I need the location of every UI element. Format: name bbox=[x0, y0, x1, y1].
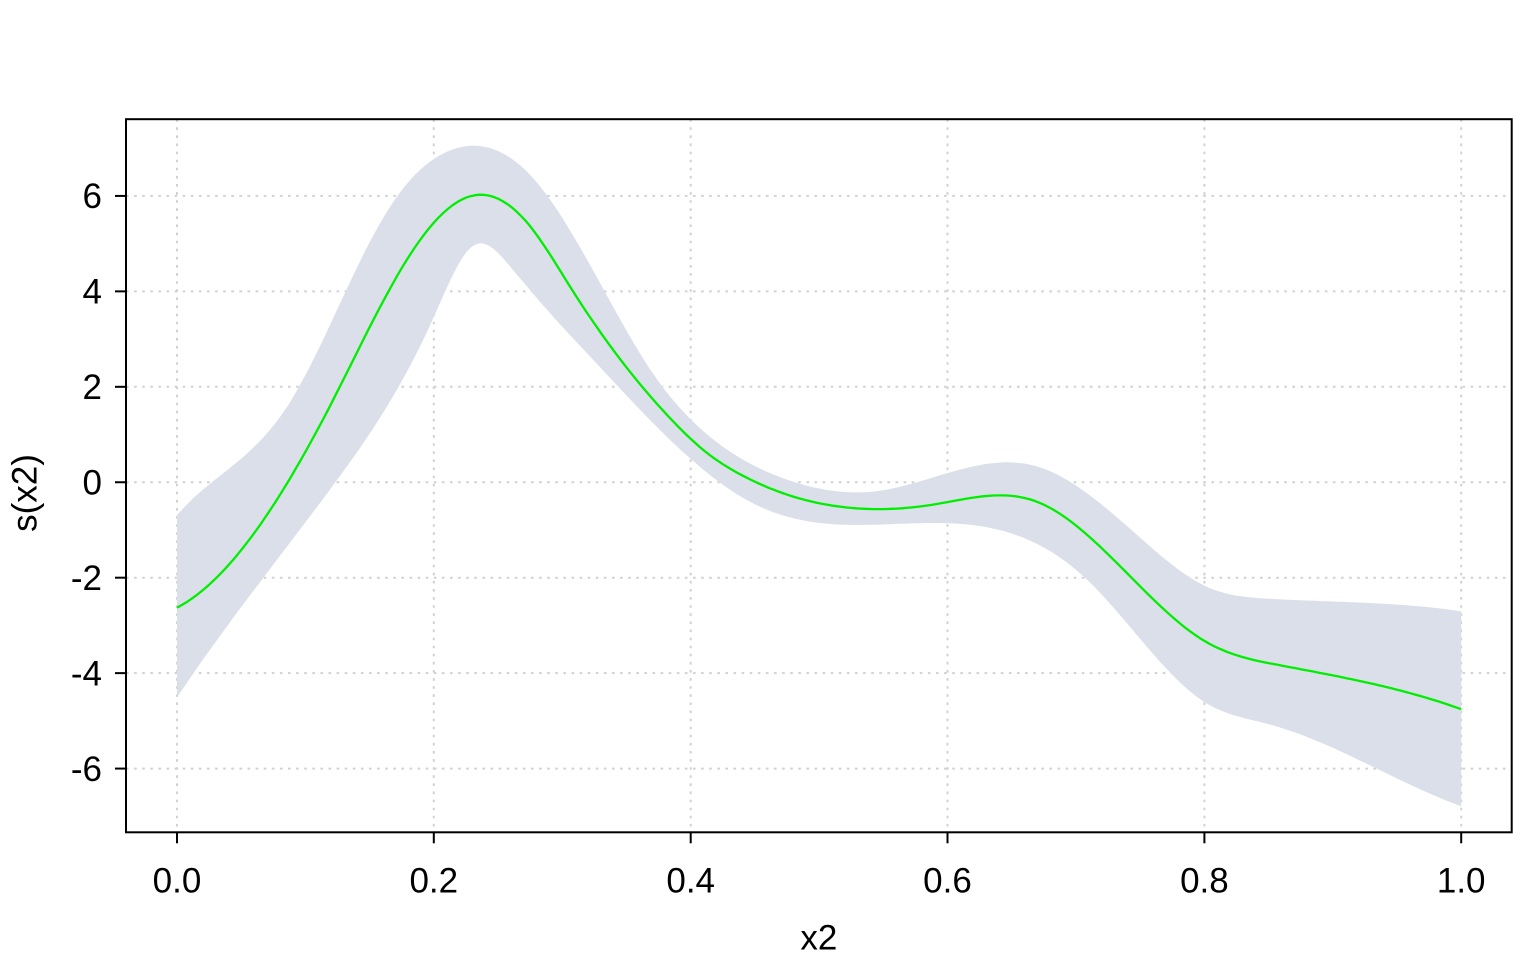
svg-text:s(x2): s(x2) bbox=[6, 454, 45, 532]
svg-text:0.8: 0.8 bbox=[1180, 862, 1229, 901]
svg-text:x2: x2 bbox=[800, 919, 837, 958]
svg-text:0.2: 0.2 bbox=[409, 862, 458, 901]
svg-text:-2: -2 bbox=[71, 559, 102, 598]
svg-text:0.0: 0.0 bbox=[153, 862, 202, 901]
svg-text:-4: -4 bbox=[71, 654, 102, 693]
svg-text:2: 2 bbox=[83, 368, 102, 407]
svg-text:-6: -6 bbox=[71, 750, 102, 789]
svg-text:0: 0 bbox=[83, 463, 102, 502]
svg-text:1.0: 1.0 bbox=[1437, 862, 1486, 901]
svg-text:0.4: 0.4 bbox=[666, 862, 715, 901]
svg-text:4: 4 bbox=[83, 273, 102, 312]
svg-text:6: 6 bbox=[83, 177, 102, 216]
svg-text:0.6: 0.6 bbox=[923, 862, 972, 901]
